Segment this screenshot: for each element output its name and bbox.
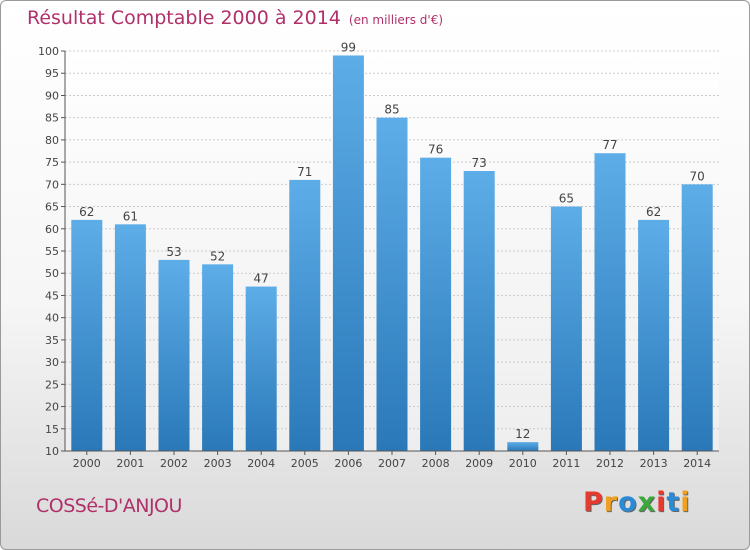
- y-tick-label: 55: [45, 245, 59, 258]
- y-tick-label: 40: [45, 312, 59, 325]
- bar: [463, 171, 495, 451]
- proxiti-logo: Proxiti: [583, 487, 691, 518]
- y-tick-label: 25: [45, 378, 59, 391]
- x-tick-label: 2003: [204, 457, 232, 470]
- x-tick-label: 2001: [116, 457, 144, 470]
- x-tick-label: 2006: [334, 457, 362, 470]
- y-tick-label: 35: [45, 334, 59, 347]
- bar-value-label: 47: [254, 272, 269, 286]
- y-tick-label: 50: [45, 267, 59, 280]
- bar-value-label: 62: [79, 205, 94, 219]
- bar: [158, 259, 190, 451]
- x-tick-label: 2012: [596, 457, 624, 470]
- bar-value-label: 52: [210, 249, 225, 263]
- bar: [638, 219, 670, 451]
- bar-value-label: 62: [646, 205, 661, 219]
- y-tick-label: 75: [45, 156, 59, 169]
- y-tick-label: 15: [45, 423, 59, 436]
- bar-value-label: 71: [297, 165, 312, 179]
- x-axis: 2000 2001 2002 2003 2004 2005 2006 2007 2008 2009…: [65, 450, 719, 470]
- city-name: COSSé-D'ANJOU: [36, 495, 182, 517]
- y-tick-label: 65: [45, 201, 59, 214]
- x-tick-label: 2004: [247, 457, 275, 470]
- x-tick-label: 2002: [160, 457, 188, 470]
- bar-value-label: 70: [690, 169, 705, 183]
- bar-value-label: 12: [515, 427, 530, 441]
- y-tick-label: 90: [45, 89, 59, 102]
- bar-value-label: 73: [472, 156, 487, 170]
- y-tick-label: 80: [45, 134, 59, 147]
- bar-value-label: 76: [428, 143, 443, 157]
- y-tick-label: 30: [45, 356, 59, 369]
- bar: [420, 157, 452, 451]
- y-tick-label: 95: [45, 67, 59, 80]
- y-tick-label: 70: [45, 178, 59, 191]
- y-tick-label: 85: [45, 112, 59, 125]
- x-tick-label: 2011: [552, 457, 580, 470]
- bar: [289, 179, 321, 451]
- bar: [681, 184, 713, 452]
- x-tick-label: 2007: [378, 457, 406, 470]
- logo-letter: i: [656, 487, 667, 518]
- logo-letter: r: [603, 487, 619, 518]
- y-tick-label: 20: [45, 401, 59, 414]
- logo-letter: t: [666, 487, 681, 518]
- bar: [114, 224, 146, 451]
- bar: [71, 219, 103, 451]
- y-tick-label: 45: [45, 289, 59, 302]
- chart-title: Résultat Comptable 2000 à 2014 (en millie…: [27, 7, 443, 29]
- bar: [245, 286, 277, 451]
- logo-letter: i: [680, 487, 691, 518]
- x-tick-label: 2009: [465, 457, 493, 470]
- chart-subtitle: (en milliers d'€): [348, 13, 444, 27]
- bar: [507, 442, 539, 451]
- bar: [550, 206, 582, 451]
- bar: [376, 117, 408, 452]
- logo-letter: x: [637, 487, 657, 518]
- logo-letter: P: [583, 487, 604, 518]
- bar-value-label: 99: [341, 40, 356, 54]
- x-tick-label: 2000: [73, 457, 101, 470]
- bar-value-label: 61: [123, 209, 138, 223]
- y-tick-label: 10: [45, 445, 59, 458]
- bar-value-label: 85: [384, 103, 399, 117]
- bar: [332, 55, 364, 451]
- x-tick-label: 2014: [683, 457, 711, 470]
- x-tick-label: 2013: [640, 457, 668, 470]
- bar-value-label: 53: [166, 245, 181, 259]
- x-tick-label: 2005: [291, 457, 319, 470]
- chart-title-text: Résultat Comptable 2000 à 2014: [27, 7, 341, 29]
- x-tick-label: 2010: [509, 457, 537, 470]
- logo-letter: o: [618, 487, 638, 518]
- bar-value-label: 65: [559, 192, 574, 206]
- bar-value-label: 77: [602, 138, 617, 152]
- x-tick-label: 2008: [422, 457, 450, 470]
- bars: 62 61 53 52 47 71 99 85 76 73 12 65 77 62 70: [71, 40, 713, 452]
- y-axis: 10 15 20 25 30 35 40 45 50 55 60 65 70 75 80 85 90 95 100: [38, 45, 66, 458]
- y-tick-label: 60: [45, 223, 59, 236]
- bar: [202, 264, 234, 451]
- bar: [594, 153, 626, 451]
- y-tick-label: 100: [38, 45, 59, 58]
